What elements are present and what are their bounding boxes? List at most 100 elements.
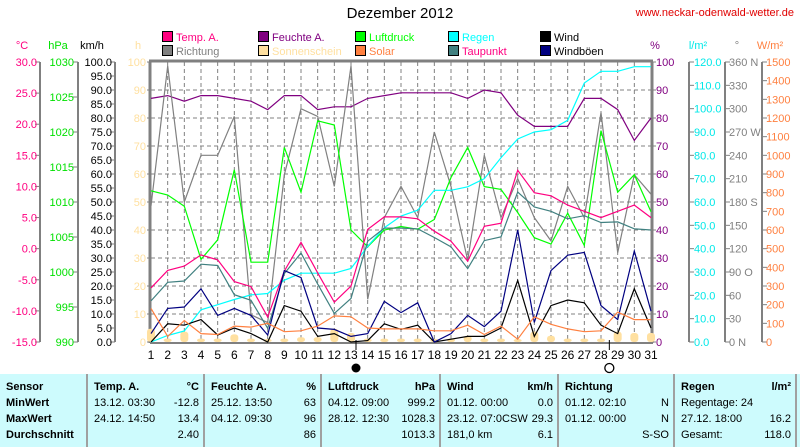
axis-tick-label-pressure: 1025 xyxy=(50,92,74,104)
temp-header: Temp. A. xyxy=(94,381,140,393)
stats-col-temp: Temp. A. °C 13.12. 03:30 -12.8 24.12. 14:5… xyxy=(88,374,205,447)
legend-label: Luftdruck xyxy=(369,32,415,44)
axis-tick-label-sun: 60 xyxy=(134,169,146,181)
axis-tick-label-humidity: 20 xyxy=(656,281,668,293)
sunshine-bar xyxy=(613,331,622,342)
axis-tick-label-wind: 5.0 xyxy=(97,323,112,335)
sunshine-bar xyxy=(513,339,522,342)
axis-unit-temp: °C xyxy=(16,40,28,52)
stats-col-pressure: Luftdruck hPa 04.12. 09:00 999.2 28.12. 12… xyxy=(322,374,441,447)
axis-tick-label-humidity: 0 xyxy=(656,337,662,349)
sunshine-bar xyxy=(547,335,555,342)
axis-tick-label-wind: 10.0 xyxy=(91,309,112,321)
moon-phases xyxy=(351,340,615,374)
direction-max-value: N xyxy=(661,413,669,425)
sunshine-bar xyxy=(463,335,472,342)
axis-tick-label-sun: 90 xyxy=(134,85,146,97)
new-moon-icon xyxy=(351,363,361,373)
axis-tick-label-solar: 100 xyxy=(766,318,784,330)
stats-table: Sensor MinWert MaxWert Durchschnitt Temp… xyxy=(0,374,800,447)
axis-tick-label-solar: 1200 xyxy=(766,113,790,125)
sunshine-bar xyxy=(413,338,422,342)
legend-item: Sonnenschein xyxy=(258,45,342,58)
axis-tick-label-direction: 180 S xyxy=(729,197,758,209)
x-tick-label: 29 xyxy=(611,348,625,362)
axis-tick-label-wind: 40.0 xyxy=(91,225,112,237)
axis-tick-label-direction: 330 xyxy=(729,80,747,92)
axis-unit-solar: W/m² xyxy=(757,40,784,52)
full-moon-icon xyxy=(604,362,615,374)
axis-tick-label-solar: 500 xyxy=(766,244,784,256)
stats-sensor-header: Sensor xyxy=(6,381,44,393)
legend-item: Regen xyxy=(448,31,494,44)
legend-label: Temp. A. xyxy=(176,32,219,44)
axis-tick-label-temp: 25.0 xyxy=(16,88,37,100)
direction-max-time: 01.12. 00:00 xyxy=(565,413,627,425)
sunshine-bar xyxy=(497,338,505,342)
x-tick-label: 7 xyxy=(248,348,255,362)
x-tick-label: 23 xyxy=(511,348,525,362)
direction-min-value: N xyxy=(661,397,669,409)
axis-tick-label-wind: 75.0 xyxy=(91,127,112,139)
axis-tick-label-rain: 0.0 xyxy=(694,337,709,349)
x-tick-label: 19 xyxy=(444,348,458,362)
axis-tick-label-rain: 60.0 xyxy=(694,197,715,209)
axis-tick-label-direction: 90 O xyxy=(729,267,753,279)
rain-max-value: 16.2 xyxy=(769,413,791,425)
axis-tick-label-wind: 60.0 xyxy=(91,169,112,181)
legend-label: Regen xyxy=(462,32,495,44)
axis-tick-label-direction: 360 N xyxy=(729,57,758,69)
axis-tick-label-sun: 70 xyxy=(134,141,146,153)
sunshine-bar xyxy=(230,334,239,342)
axis-tick-label-solar: 400 xyxy=(766,262,784,274)
chart-title: Dezember 2012 xyxy=(346,5,454,22)
sunshine-bar xyxy=(580,338,589,342)
series-line-luftdruck xyxy=(150,120,652,263)
pressure-min-value: 999.2 xyxy=(407,397,435,409)
axis-tick-label-rain: 40.0 xyxy=(694,244,715,256)
pressure-max-time: 28.12. 12:30 xyxy=(328,413,390,425)
x-tick-label: 14 xyxy=(361,348,375,362)
x-tick-label: 21 xyxy=(478,348,492,362)
axis-tick-label-temp: -15.0 xyxy=(12,337,37,349)
sunshine-bar xyxy=(597,338,605,342)
x-tick-label: 2 xyxy=(164,348,171,362)
axis-tick-label-temp: 20.0 xyxy=(16,119,37,131)
axis-tick-label-wind: 90.0 xyxy=(91,85,112,97)
legend-swatch-icon xyxy=(448,45,459,56)
axis-tick-label-humidity: 80 xyxy=(656,113,668,125)
rain-unit: l/m² xyxy=(771,381,791,393)
x-tick-label: 4 xyxy=(198,348,205,362)
pressure-min-time: 04.12. 09:00 xyxy=(328,397,390,409)
axis-tick-label-wind: 15.0 xyxy=(91,295,112,307)
sunshine-bar xyxy=(630,333,639,342)
legend-item: Feuchte A. xyxy=(258,31,325,44)
axis-tick-label-wind: 20.0 xyxy=(91,281,112,293)
wind-avg-value: 6.1 xyxy=(537,429,553,441)
axis-tick-label-temp: 15.0 xyxy=(16,150,37,162)
x-tick-label: 3 xyxy=(181,348,188,362)
wind-distance: 181,0 km xyxy=(447,429,493,441)
legend-item: Richtung xyxy=(162,45,219,58)
wind-max-value: 29.3 xyxy=(531,413,553,425)
x-tick-label: 8 xyxy=(264,348,271,362)
stats-row-min: MinWert xyxy=(6,397,50,409)
axis-tick-label-humidity: 60 xyxy=(656,169,668,181)
humidity-min-time: 25.12. 13:50 xyxy=(211,397,273,409)
x-tick-label: 6 xyxy=(231,348,238,362)
axis-unit-rain: l/m² xyxy=(689,40,708,52)
axis-tick-label-solar: 1400 xyxy=(766,76,790,88)
x-tick-label: 16 xyxy=(394,348,408,362)
axis-tick-label-direction: 30 xyxy=(729,314,741,326)
axis-tick-label-humidity: 10 xyxy=(656,309,668,321)
legend-item: Windböen xyxy=(540,45,604,58)
legend-label: Sonnenschein xyxy=(272,46,342,58)
x-tick-label: 20 xyxy=(461,348,475,362)
legend-swatch-icon xyxy=(355,45,366,56)
axis-tick-label-direction: 0 N xyxy=(729,337,746,349)
axis-unit-pressure: hPa xyxy=(48,40,68,52)
chart-axes: °C 30.0 25.0 20.0 15.0 10.0 5.0 0.0 -5.0 -10.0 -15… xyxy=(12,40,791,349)
axis-tick-label-pressure: 1015 xyxy=(50,162,74,174)
website-link[interactable]: www.neckar-odenwald-wetter.de xyxy=(635,7,794,19)
chart-grid xyxy=(148,59,654,344)
